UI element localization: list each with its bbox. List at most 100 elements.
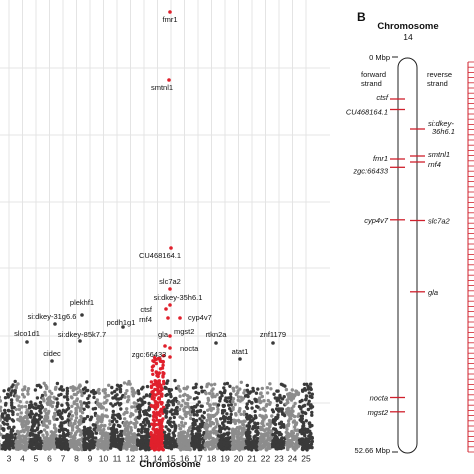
manhattan-point — [192, 413, 196, 417]
manhattan-point — [109, 432, 113, 436]
manhattan-point — [156, 422, 161, 427]
manhattan-point — [177, 434, 181, 438]
manhattan-point — [11, 383, 15, 387]
manhattan-point — [205, 429, 209, 434]
manhattan-point — [184, 442, 189, 447]
gene-label: rnf4 — [139, 315, 152, 324]
manhattan-point — [224, 396, 228, 400]
manhattan-point — [174, 409, 178, 413]
manhattan-point — [244, 432, 249, 437]
manhattan-point — [20, 422, 24, 426]
manhattan-point — [75, 397, 80, 401]
manhattan-point — [242, 391, 246, 395]
manhattan-point — [150, 404, 154, 408]
manhattan-point — [146, 447, 151, 451]
manhattan-point — [186, 404, 190, 409]
manhattan-point — [271, 439, 276, 443]
x-tick-label: 8 — [74, 453, 79, 463]
manhattan-point — [39, 415, 43, 419]
manhattan-point — [121, 437, 125, 441]
manhattan-point — [205, 440, 210, 444]
x-tick-label: 23 — [274, 453, 284, 463]
gene-label: atat1 — [232, 347, 249, 356]
manhattan-point — [181, 399, 185, 403]
ideogram-gene-label: cyp4v7 — [364, 216, 389, 225]
annotated-point — [168, 334, 172, 338]
manhattan-point — [143, 427, 147, 431]
manhattan-point — [51, 432, 56, 437]
manhattan-point — [95, 398, 100, 402]
manhattan-point — [46, 443, 51, 448]
manhattan-point — [219, 391, 224, 395]
manhattan-point — [286, 424, 290, 428]
manhattan-point — [90, 430, 94, 435]
manhattan-point — [79, 443, 83, 448]
manhattan-point — [101, 441, 106, 445]
manhattan-point — [21, 388, 25, 392]
manhattan-point — [257, 446, 262, 451]
manhattan-point — [256, 421, 260, 426]
manhattan-point — [133, 424, 138, 429]
manhattan-point — [165, 441, 169, 446]
manhattan-point — [54, 429, 58, 433]
manhattan-point — [36, 420, 40, 424]
manhattan-point — [20, 419, 24, 423]
manhattan-point — [103, 445, 107, 450]
manhattan-point — [306, 407, 311, 412]
manhattan-point — [279, 400, 283, 404]
manhattan-point — [156, 439, 160, 444]
manhattan-point — [76, 438, 81, 443]
manhattan-point — [270, 414, 274, 418]
manhattan-point — [310, 392, 314, 396]
manhattan-point — [149, 385, 154, 390]
manhattan-point — [276, 443, 280, 447]
manhattan-point — [33, 388, 38, 392]
manhattan-point — [60, 443, 65, 447]
manhattan-point — [168, 420, 173, 424]
manhattan-x-axis-label: Chromosome — [139, 459, 200, 470]
manhattan-point — [92, 395, 96, 400]
manhattan-point — [130, 389, 135, 394]
manhattan-x-ticks: 3 4 5 6 7 8 9 10 11 12 13 14 15 16 17 18 19 20 21 22 23 24 25 — [7, 453, 311, 463]
manhattan-point — [266, 443, 270, 447]
manhattan-point — [83, 432, 87, 437]
manhattan-point — [277, 422, 282, 426]
manhattan-point — [100, 418, 104, 422]
manhattan-point — [86, 436, 91, 440]
manhattan-point — [26, 387, 31, 391]
manhattan-point — [91, 446, 95, 450]
manhattan-point — [300, 429, 304, 433]
manhattan-point — [124, 437, 128, 441]
manhattan-point — [251, 427, 255, 431]
manhattan-point — [173, 412, 177, 416]
manhattan-point — [306, 384, 310, 389]
manhattan-point — [97, 387, 101, 392]
manhattan-point — [116, 423, 121, 428]
manhattan-point — [210, 442, 215, 447]
manhattan-point — [173, 378, 177, 383]
manhattan-point — [9, 428, 14, 432]
manhattan-point — [33, 402, 37, 406]
manhattan-point — [252, 417, 256, 421]
manhattan-point — [100, 414, 104, 418]
manhattan-point — [238, 425, 242, 429]
manhattan-point — [161, 359, 165, 364]
manhattan-point — [10, 389, 15, 393]
ideogram-gene-label: gla — [428, 288, 438, 297]
manhattan-point — [302, 382, 307, 386]
manhattan-points — [0, 354, 315, 452]
manhattan-point — [279, 438, 283, 443]
manhattan-point — [169, 388, 174, 392]
manhattan-point — [6, 395, 10, 399]
manhattan-point — [31, 418, 35, 422]
manhattan-point — [29, 441, 34, 445]
manhattan-point — [258, 438, 262, 442]
manhattan-point — [195, 433, 200, 437]
manhattan-point — [13, 390, 17, 395]
manhattan-point — [200, 390, 204, 394]
manhattan-point — [306, 387, 311, 391]
manhattan-point — [268, 382, 272, 386]
manhattan-point — [294, 445, 298, 449]
manhattan-point — [143, 423, 147, 427]
manhattan-point — [109, 443, 114, 447]
